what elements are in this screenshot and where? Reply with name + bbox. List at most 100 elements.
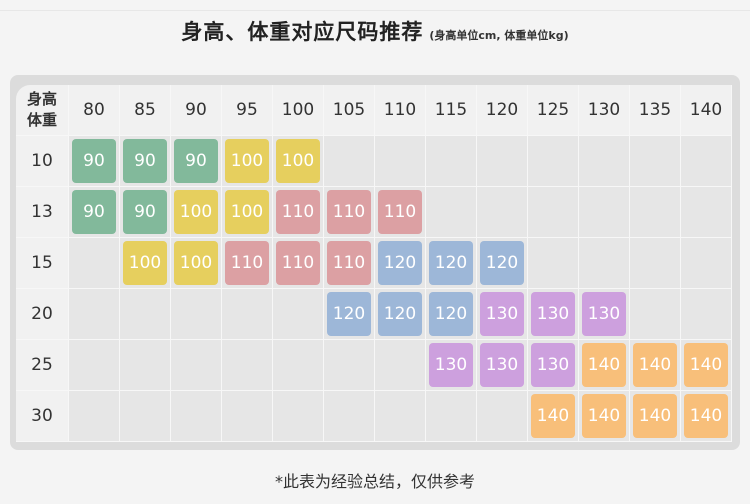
size-cell — [375, 136, 426, 187]
size-cell — [630, 187, 681, 238]
size-cell — [324, 391, 375, 442]
size-cell — [171, 340, 222, 391]
size-tag: 100 — [123, 241, 167, 285]
size-cell — [222, 289, 273, 340]
size-cell: 90 — [171, 136, 222, 187]
corner-weight-label: 体重 — [26, 111, 57, 129]
size-cell: 120 — [426, 289, 477, 340]
size-cell: 100 — [171, 187, 222, 238]
size-cell: 90 — [69, 187, 120, 238]
size-cell — [375, 340, 426, 391]
size-cell — [69, 391, 120, 442]
size-cell — [426, 391, 477, 442]
size-cell: 110 — [324, 187, 375, 238]
size-cell: 140 — [579, 391, 630, 442]
corner-header: 身高 体重 — [16, 85, 69, 136]
size-cell — [426, 187, 477, 238]
size-tag: 120 — [429, 292, 473, 336]
height-header-cell: 80 — [69, 85, 120, 136]
size-tag: 110 — [225, 241, 269, 285]
weight-header-cell: 15 — [16, 238, 69, 289]
size-cell — [324, 340, 375, 391]
size-cell: 120 — [375, 238, 426, 289]
size-cell: 130 — [477, 340, 528, 391]
size-cell — [579, 136, 630, 187]
size-tag: 120 — [480, 241, 524, 285]
title-main: 身高、体重对应尺码推荐 — [181, 20, 424, 44]
size-cell — [273, 340, 324, 391]
size-tag: 130 — [582, 292, 626, 336]
size-cell — [171, 289, 222, 340]
size-tag: 140 — [582, 394, 626, 438]
height-header-cell: 115 — [426, 85, 477, 136]
size-tag: 110 — [276, 241, 320, 285]
height-header-cell: 105 — [324, 85, 375, 136]
disclaimer-note: *此表为经验总结，仅供参考 — [274, 472, 475, 491]
size-tag: 90 — [72, 139, 116, 183]
size-cell — [69, 238, 120, 289]
size-cell — [477, 136, 528, 187]
height-header-cell: 100 — [273, 85, 324, 136]
size-tag: 140 — [582, 343, 626, 387]
size-cell — [273, 391, 324, 442]
title-unit-note: (身高单位cm, 体重单位kg) — [429, 29, 569, 42]
size-tag: 110 — [378, 190, 422, 234]
size-cell: 140 — [630, 340, 681, 391]
size-cell: 120 — [477, 238, 528, 289]
size-cell: 140 — [528, 391, 579, 442]
size-tag: 90 — [174, 139, 218, 183]
size-cell: 100 — [120, 238, 171, 289]
size-cell — [171, 391, 222, 442]
size-cell: 90 — [120, 187, 171, 238]
size-cell — [375, 391, 426, 442]
size-tag: 120 — [378, 241, 422, 285]
size-cell — [477, 391, 528, 442]
corner-height-label: 身高 — [26, 90, 57, 108]
size-cell — [120, 391, 171, 442]
size-cell: 120 — [375, 289, 426, 340]
size-cell: 130 — [579, 289, 630, 340]
size-cell: 130 — [528, 340, 579, 391]
size-cell — [579, 238, 630, 289]
weight-header-cell: 10 — [16, 136, 69, 187]
size-tag: 110 — [327, 241, 371, 285]
size-tag: 110 — [276, 190, 320, 234]
size-cell: 90 — [69, 136, 120, 187]
size-cell: 110 — [222, 238, 273, 289]
size-tag: 100 — [174, 241, 218, 285]
size-tag: 140 — [531, 394, 575, 438]
size-cell — [222, 391, 273, 442]
weight-header-cell: 20 — [16, 289, 69, 340]
size-cell — [477, 187, 528, 238]
size-tag: 140 — [684, 343, 728, 387]
height-header-cell: 130 — [579, 85, 630, 136]
size-tag: 130 — [480, 292, 524, 336]
size-cell: 140 — [579, 340, 630, 391]
size-cell: 120 — [426, 238, 477, 289]
size-cell: 110 — [324, 238, 375, 289]
size-cell — [426, 136, 477, 187]
height-header-cell: 95 — [222, 85, 273, 136]
size-cell — [630, 238, 681, 289]
size-cell: 110 — [273, 238, 324, 289]
size-cell — [681, 136, 732, 187]
size-cell: 130 — [426, 340, 477, 391]
size-tag: 100 — [225, 190, 269, 234]
size-tag: 130 — [531, 343, 575, 387]
size-cell: 140 — [681, 391, 732, 442]
height-header-cell: 85 — [120, 85, 171, 136]
size-tag: 100 — [276, 139, 320, 183]
size-tag: 140 — [633, 394, 677, 438]
size-cell: 110 — [273, 187, 324, 238]
height-header-cell: 125 — [528, 85, 579, 136]
size-cell: 100 — [222, 136, 273, 187]
size-cell — [528, 238, 579, 289]
size-tag: 130 — [480, 343, 524, 387]
size-cell: 110 — [375, 187, 426, 238]
size-tag: 100 — [225, 139, 269, 183]
height-header-cell: 120 — [477, 85, 528, 136]
size-tag: 120 — [327, 292, 371, 336]
size-cell — [273, 289, 324, 340]
size-cell — [528, 187, 579, 238]
size-cell — [630, 289, 681, 340]
